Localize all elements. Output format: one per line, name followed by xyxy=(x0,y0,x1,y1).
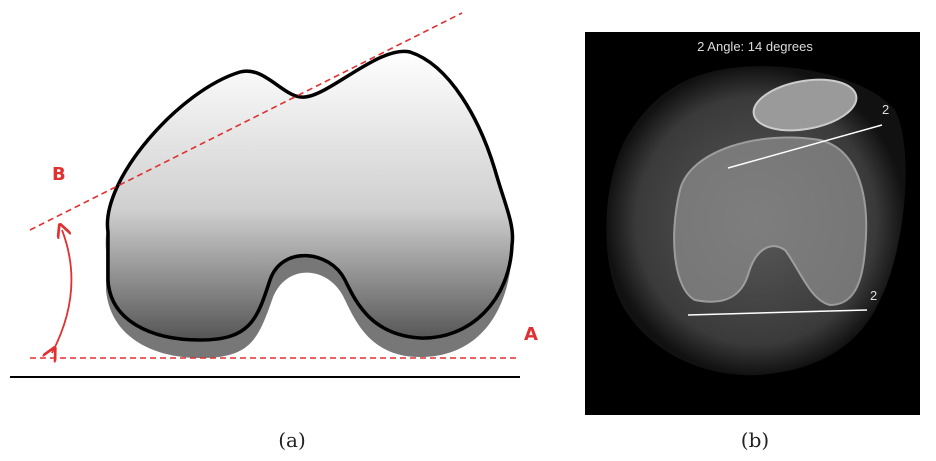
line-label: 2 xyxy=(870,288,877,303)
caption: (a) xyxy=(278,428,306,452)
line-label: 2 xyxy=(882,102,889,117)
angle-title: 2 Angle: 14 degrees xyxy=(697,39,813,54)
label-a: A xyxy=(524,324,538,345)
panel-b: 2 Angle: 14 degrees 2 2 (b) xyxy=(585,32,920,452)
caption: (b) xyxy=(741,428,769,452)
figure: B A (a) 2 Angle: 14 degrees 2 2 (b) xyxy=(0,0,936,461)
panel-a: B A (a) xyxy=(10,13,538,452)
femur-outline xyxy=(107,51,512,340)
label-b: B xyxy=(52,164,66,185)
angle-arc xyxy=(52,230,71,353)
